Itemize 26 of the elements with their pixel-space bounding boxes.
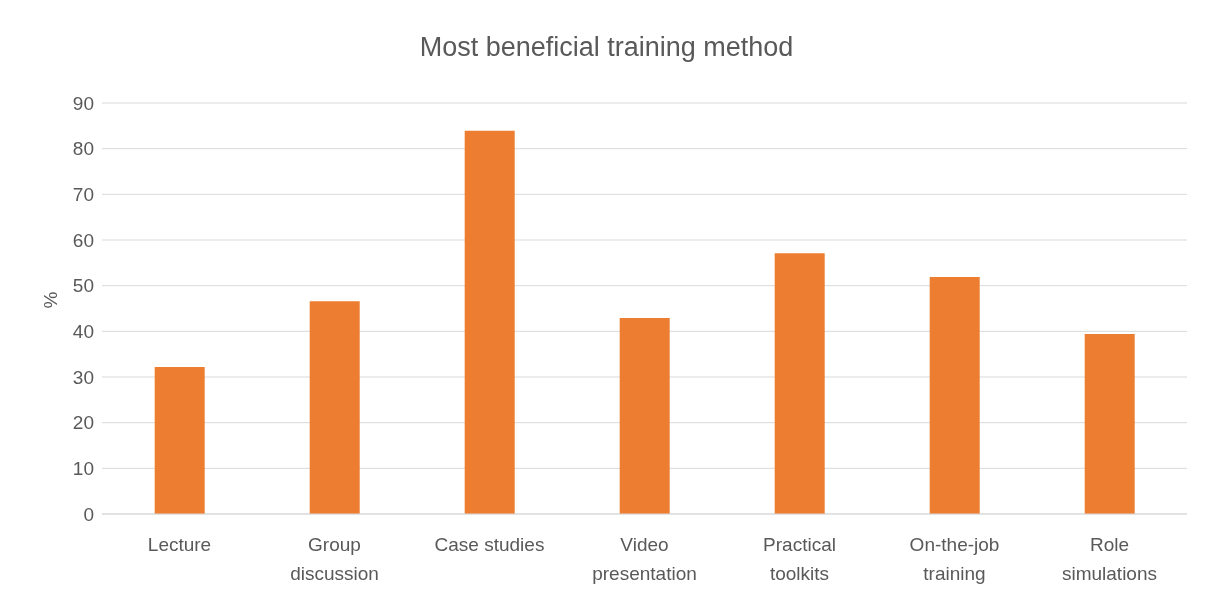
y-tick-label: 0 <box>83 503 94 525</box>
bar <box>309 301 360 514</box>
y-tick-label: 90 <box>72 92 94 114</box>
bar <box>929 276 980 514</box>
y-tick-label: 20 <box>72 412 94 434</box>
y-axis-title: % <box>39 291 61 309</box>
y-tick-label: 60 <box>72 229 94 251</box>
x-tick-label: Role simulations <box>1061 534 1158 584</box>
x-tick-label: On-the-job training <box>909 534 1000 584</box>
bar <box>619 318 670 514</box>
bar <box>1084 334 1135 514</box>
bar <box>464 130 515 514</box>
x-tick-label: Group discussion <box>290 534 379 584</box>
y-tick-label: 10 <box>72 458 94 480</box>
y-tick-label: 50 <box>72 275 94 297</box>
x-tick-label: Case studies <box>434 534 545 555</box>
y-tick-label: 70 <box>72 184 94 206</box>
chart-title: Most beneficial training method <box>418 32 795 63</box>
y-tick-label: 40 <box>72 321 94 343</box>
y-tick-label: 80 <box>72 138 94 160</box>
bar <box>774 253 825 514</box>
bar <box>154 366 205 514</box>
x-tick-label: Practical toolkits <box>763 534 836 584</box>
y-tick-label: 30 <box>72 366 94 388</box>
x-tick-label: Lecture <box>147 534 212 555</box>
x-tick-label: Video presentation <box>592 534 697 584</box>
